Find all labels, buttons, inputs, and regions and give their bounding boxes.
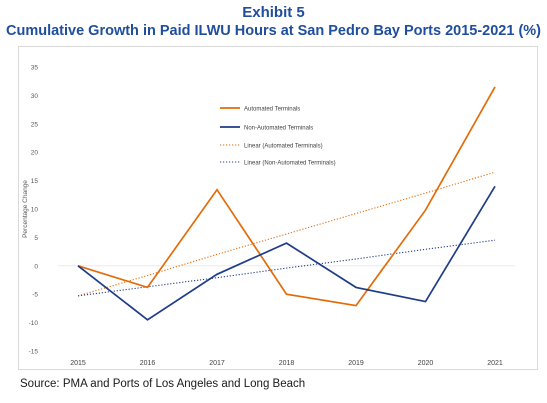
series-line-2 (77, 171, 496, 297)
series-line-1 (77, 185, 496, 321)
exhibit-label: Exhibit 5 (242, 4, 305, 21)
y-tick-label: -5 (32, 292, 38, 299)
y-tick-label: 35 (31, 65, 39, 72)
x-tick-label: 2017 (209, 360, 225, 367)
chart-title: Cumulative Growth in Paid ILWU Hours at … (5, 23, 542, 39)
x-tick-label: 2018 (279, 360, 295, 367)
legend-label: Non-Automated Terminals (244, 125, 313, 131)
x-tick-label: 2020 (418, 360, 434, 367)
y-tick-label: -15 (29, 349, 39, 356)
chart-frame (18, 46, 538, 370)
series-line-0 (77, 86, 496, 307)
y-axis-ticks: 35 30 25 20 15 10 5 0 -5 -10 -15 (29, 65, 39, 356)
series-line-3 (77, 239, 496, 297)
x-tick-label: 2019 (348, 360, 364, 367)
y-tick-label: 10 (31, 207, 39, 214)
y-tick-label: 5 (34, 235, 38, 242)
y-tick-label: -10 (29, 320, 39, 327)
legend: Automated Terminals Non-Automated Termina… (220, 106, 336, 166)
y-tick-label: 0 (34, 263, 38, 270)
y-tick-label: 20 (31, 150, 39, 157)
y-tick-label: 15 (31, 178, 39, 185)
x-tick-label: 2021 (487, 360, 503, 367)
x-axis-ticks: 2015 2016 2017 2018 2019 2020 2021 (70, 360, 503, 367)
y-tick-label: 30 (31, 93, 39, 100)
title-block: Exhibit 5 Cumulative Growth in Paid ILWU… (0, 4, 547, 41)
legend-label: Linear (Non-Automated Terminals) (244, 160, 336, 166)
legend-label: Linear (Automated Terminals) (244, 143, 323, 149)
y-tick-label: 25 (31, 121, 39, 128)
source-note: Source: PMA and Ports of Los Angeles and… (20, 378, 306, 390)
y-axis-title: Percentage Change (22, 180, 29, 238)
x-tick-label: 2015 (70, 360, 86, 367)
legend-label: Automated Terminals (244, 106, 300, 112)
series-lines (77, 86, 496, 321)
x-tick-label: 2016 (140, 360, 156, 367)
